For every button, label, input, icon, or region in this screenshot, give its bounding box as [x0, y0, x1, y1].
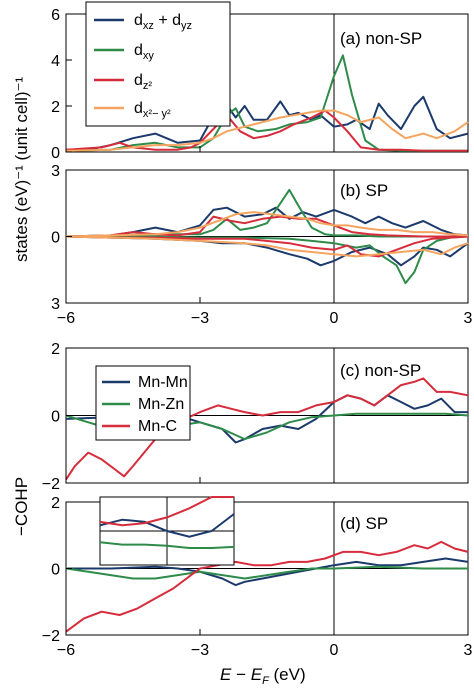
panel-b-series-3: [66, 235, 469, 285]
panel-b-series-5: [65, 235, 469, 258]
panel-b-series-2: [65, 188, 468, 238]
panel-c-ytick-label: −2: [42, 476, 60, 493]
panel-a-series-2: [65, 109, 468, 152]
panel-a-annotation: (a) non-SP: [340, 29, 422, 48]
legend-top-box: [85, 1, 231, 127]
panel-d-xtick-label: 3: [464, 642, 473, 659]
panel-b-series-0: [65, 206, 469, 238]
panel-b-ytick-label: 3: [51, 296, 60, 313]
inset-series-2: [99, 496, 234, 527]
panel-a-ytick-label: 4: [51, 53, 60, 70]
panel-c-ytick-label: 2: [51, 341, 60, 358]
panel-d-ytick-label: 2: [51, 495, 60, 512]
panel-b-xtick-label: −3: [191, 310, 209, 327]
panel-b-plot: 303−6 −3 0 3: [51, 163, 472, 327]
inset-series-0: [99, 513, 235, 538]
panel-d-series-1: [65, 565, 468, 580]
panel-b-xtick-label: 3: [464, 310, 473, 327]
panel-b-ytick-label: 0: [51, 230, 60, 247]
y-axis-label-dos: states (eV)⁻¹ (unit cell)⁻¹: [12, 77, 31, 262]
y-axis-label-cohp: −COHP: [12, 477, 31, 536]
panel-a-ytick-label: 6: [51, 7, 60, 24]
legend-label-mn-c: Mn-C: [138, 418, 177, 435]
panel-a-series-3: [65, 109, 469, 152]
panel-b-series-6: [65, 211, 469, 238]
panel-b-ytick-label: 3: [51, 163, 60, 180]
panel-d-xtick-label: 0: [330, 642, 339, 659]
panel-d-xtick-label: −3: [191, 642, 209, 659]
panel-c-annotation: (c) non-SP: [340, 361, 421, 380]
panel-c-series-2: [65, 377, 469, 481]
panel-b-xtick-label: −6: [57, 310, 75, 327]
panel-b-annotation: (b) SP: [340, 181, 388, 200]
panel-a-ytick-label: 0: [51, 145, 60, 162]
panel-d-annotation: (d) SP: [340, 514, 388, 533]
legend-label-mn-zn: Mn-Zn: [138, 396, 184, 413]
panel-b-xtick-label: 0: [330, 310, 339, 327]
panel-d-series-0: [66, 557, 469, 587]
panel-a-plot: 0 2 4 6: [51, 7, 469, 162]
panel-c-ytick-label: 0: [51, 409, 60, 426]
panel-d-series-2: [65, 540, 469, 633]
panel-d-ytick-label: −2: [42, 628, 60, 645]
panel-d-xtick-label: −6: [57, 642, 75, 659]
panel-b-series-7: [65, 235, 469, 258]
legend-label-mn-mn: Mn-Mn: [138, 374, 188, 391]
panel-a-series-0: [66, 95, 469, 151]
panel-d-ytick-label: 0: [51, 562, 60, 579]
panel-a-ytick-label: 2: [51, 99, 60, 116]
panel-d-plot: −2 0 2 −6 −3 0 3: [42, 495, 473, 659]
panel-a-frame: [65, 13, 469, 153]
x-axis-label: E − EF (eV): [220, 665, 306, 687]
inset-series-1: [99, 541, 235, 549]
